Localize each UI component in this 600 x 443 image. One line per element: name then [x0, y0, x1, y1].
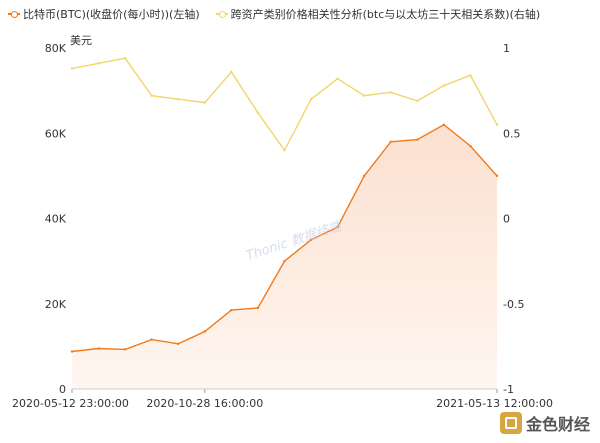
legend-label-corr: 跨资产类别价格相关性分析(btc与以太坊三十天相关系数)(右轴)	[230, 8, 541, 21]
left-axis-tick-label: 20K	[45, 298, 67, 311]
left-axis-tick-label: 40K	[45, 213, 67, 226]
btc-data-point[interactable]	[389, 140, 392, 143]
corr-data-point[interactable]	[230, 70, 233, 74]
corr-line-marker-icon	[215, 10, 228, 18]
btc-data-point[interactable]	[309, 238, 313, 242]
corr-data-point[interactable]	[442, 84, 446, 87]
right-axis-tick-label: 0	[503, 213, 510, 226]
btc-data-point[interactable]	[495, 174, 499, 178]
right-axis-tick-label: -0.5	[503, 298, 524, 311]
corr-data-point[interactable]	[70, 67, 74, 70]
btc-data-point[interactable]	[362, 174, 366, 178]
corr-data-point[interactable]	[283, 149, 286, 152]
corr-data-point[interactable]	[309, 97, 313, 101]
btc-data-point[interactable]	[256, 306, 260, 310]
btc-data-point[interactable]	[336, 225, 339, 229]
corr-data-point[interactable]	[97, 62, 100, 65]
corr-data-point[interactable]	[469, 74, 472, 77]
btc-data-point[interactable]	[469, 144, 472, 148]
x-axis-tick-label: 2020-10-28 16:00:00	[146, 397, 263, 410]
btc-data-point[interactable]	[70, 350, 74, 353]
btc-data-point[interactable]	[150, 338, 153, 341]
btc-data-point[interactable]	[97, 347, 100, 350]
brand-logo-text: 金色财经	[525, 415, 590, 434]
btc-data-point[interactable]	[177, 342, 180, 346]
x-axis-tick-label: 2021-05-13 12:00:00	[436, 397, 553, 410]
right-axis-tick-label: 0.5	[503, 127, 521, 140]
right-axis-tick-label: -1	[503, 383, 514, 396]
btc-data-point[interactable]	[230, 308, 233, 312]
corr-data-point[interactable]	[416, 99, 419, 103]
btc-data-point[interactable]	[123, 348, 127, 351]
legend-item-corr[interactable]: 跨资产类别价格相关性分析(btc与以太坊三十天相关系数)(右轴)	[215, 6, 541, 22]
x-axis-tick-label: 2020-05-12 23:00:00	[12, 397, 129, 410]
corr-data-point[interactable]	[389, 91, 392, 94]
btc-data-point[interactable]	[416, 138, 419, 141]
corr-data-point[interactable]	[495, 123, 499, 126]
left-axis-tick-label: 0	[59, 383, 66, 396]
btc-data-point[interactable]	[442, 123, 446, 126]
corr-data-point[interactable]	[256, 111, 260, 114]
corr-data-point[interactable]	[336, 77, 339, 80]
corr-data-point[interactable]	[203, 101, 207, 104]
right-axis-tick-label: 1	[503, 42, 510, 55]
legend: 比特币(BTC)(收盘价(每小时))(左轴) 跨资产类别价格相关性分析(btc与…	[8, 6, 540, 22]
corr-data-point[interactable]	[177, 97, 180, 101]
legend-item-btc[interactable]: 比特币(BTC)(收盘价(每小时))(左轴)	[8, 6, 200, 22]
brand-logo: 金色财经	[499, 411, 590, 435]
left-axis-unit-label: 美元	[70, 34, 92, 47]
corr-data-point[interactable]	[150, 94, 153, 97]
legend-label-btc: 比特币(BTC)(收盘价(每小时))(左轴)	[23, 8, 200, 21]
corr-data-point[interactable]	[123, 57, 127, 60]
btc-data-point[interactable]	[203, 330, 207, 333]
corr-data-point[interactable]	[362, 94, 366, 97]
btc-line-marker-icon	[8, 10, 20, 18]
btc-area	[72, 124, 497, 389]
brand-logo-icon	[499, 412, 522, 434]
btc-data-point[interactable]	[283, 259, 286, 263]
left-axis-tick-label: 80K	[45, 42, 67, 55]
left-axis-tick-label: 60K	[45, 127, 67, 140]
